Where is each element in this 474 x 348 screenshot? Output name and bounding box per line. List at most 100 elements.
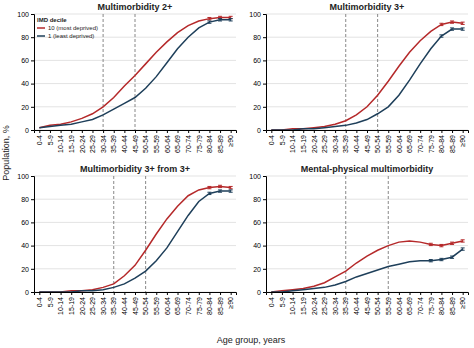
x-tick-label: 35-39 (110, 135, 117, 153)
tick-mark (263, 107, 266, 108)
plot-area (39, 176, 232, 292)
x-tick-label: 45-49 (132, 135, 139, 153)
x-tick: 5-9 (279, 130, 286, 145)
tick-mark (263, 246, 266, 247)
axis-line (267, 131, 469, 134)
error-bar (461, 28, 465, 30)
x-tick: 15-19 (68, 130, 75, 153)
tick-mark (367, 292, 368, 295)
error-bar (218, 185, 222, 187)
y-tick: 40 (21, 80, 34, 87)
tick-mark (388, 292, 389, 295)
panel: 0-45-910-1415-1920-2425-2930-3435-3940-4… (17, 2, 236, 153)
tick-mark (282, 292, 283, 295)
tick-mark (156, 130, 157, 133)
tick-mark (167, 292, 168, 295)
plot-area (39, 14, 232, 130)
x-tick-label: 25-29 (89, 135, 96, 153)
tick-mark (263, 130, 266, 131)
grid (34, 176, 236, 292)
x-tick: 45-49 (364, 130, 371, 153)
error-bar (450, 28, 454, 30)
y-tick: 20 (21, 104, 34, 111)
tick-mark (399, 292, 400, 295)
x-tick: 10-14 (57, 292, 64, 315)
x-tick: 65-69 (174, 130, 181, 153)
tick-mark (209, 292, 210, 295)
tick-mark (199, 130, 200, 133)
y-tick: 60 (21, 219, 34, 226)
grid-line (34, 268, 236, 269)
tick-mark (71, 130, 72, 133)
x-tick-label: ≥90 (459, 297, 466, 309)
y-tick-label: 100 (249, 173, 261, 180)
tick-mark (263, 60, 266, 61)
x-tick-label: 20-24 (79, 135, 86, 153)
x-tick: 15-19 (300, 292, 307, 315)
x-tick: 20-24 (311, 292, 318, 315)
x-tick: 30-34 (100, 292, 107, 315)
x-tick-label: 60-64 (396, 297, 403, 315)
panel-title: Mental-physical multimorbidity (301, 164, 434, 174)
tick-mark (463, 292, 464, 295)
x-tick: 35-39 (110, 292, 117, 315)
error-bar (461, 240, 465, 242)
tick-mark (31, 246, 34, 247)
x-tick-label: 25-29 (321, 297, 328, 315)
y-tick-label: 40 (253, 80, 261, 87)
tick-mark (324, 292, 325, 295)
tick-mark (50, 292, 51, 295)
x-tick: 25-29 (89, 292, 96, 315)
y-tick-label: 0 (257, 289, 261, 296)
y-tick-label: 100 (249, 11, 261, 18)
y-tick: 100 (17, 11, 34, 18)
x-tick-label: 15-19 (68, 297, 75, 315)
x-tick-label: 20-24 (79, 297, 86, 315)
x-tick: 20-24 (79, 292, 86, 315)
tick-mark (124, 292, 125, 295)
y-tick: 20 (21, 266, 34, 273)
x-tick: 5-9 (47, 130, 54, 145)
series-line (39, 20, 230, 128)
x-tick: 55-59 (385, 130, 392, 153)
x-tick: 30-34 (332, 292, 339, 315)
chart: 0-45-910-1415-1920-2425-2930-3435-3940-4… (0, 0, 474, 348)
y-tick-label: 0 (25, 289, 29, 296)
tick-mark (31, 37, 34, 38)
error-bar (450, 242, 454, 244)
legend-swatch (37, 35, 45, 37)
tick-mark (263, 222, 266, 223)
grid-line (34, 222, 236, 223)
series-line (39, 191, 230, 292)
tick-mark (82, 130, 83, 133)
reference-line (377, 14, 378, 130)
x-tick: 80-84 (206, 292, 213, 315)
grid (266, 14, 468, 130)
x-tick: ≥90 (459, 292, 466, 309)
error-bar (439, 244, 443, 246)
tick-mark (231, 292, 232, 295)
x-tick: 85-89 (449, 130, 456, 153)
legend-label: 1 (least deprived) (48, 33, 94, 39)
x-tick: 15-19 (68, 292, 75, 315)
error-bar (439, 35, 443, 37)
x-tick: 25-29 (89, 130, 96, 153)
tick-mark (271, 292, 272, 295)
x-tick: 70-74 (417, 130, 424, 153)
x-tick: 30-34 (100, 130, 107, 153)
y-tick-label: 80 (21, 196, 29, 203)
axis-line (263, 15, 267, 131)
tick-mark (31, 176, 34, 177)
panel: 0-45-910-1415-1920-2425-2930-3435-3940-4… (249, 164, 468, 315)
x-tick-label: 25-29 (89, 297, 96, 315)
x-tick-label: 15-19 (300, 297, 307, 315)
tick-mark (231, 130, 232, 133)
x-tick-label: 60-64 (396, 135, 403, 153)
x-tick: 0-4 (268, 130, 275, 145)
tick-mark (31, 84, 34, 85)
error-bar (461, 248, 465, 250)
tick-mark (39, 292, 40, 295)
panel-title: Multimorbidity 3+ (330, 2, 405, 12)
x-tick: 40-44 (121, 292, 128, 315)
tick-mark (410, 292, 411, 295)
